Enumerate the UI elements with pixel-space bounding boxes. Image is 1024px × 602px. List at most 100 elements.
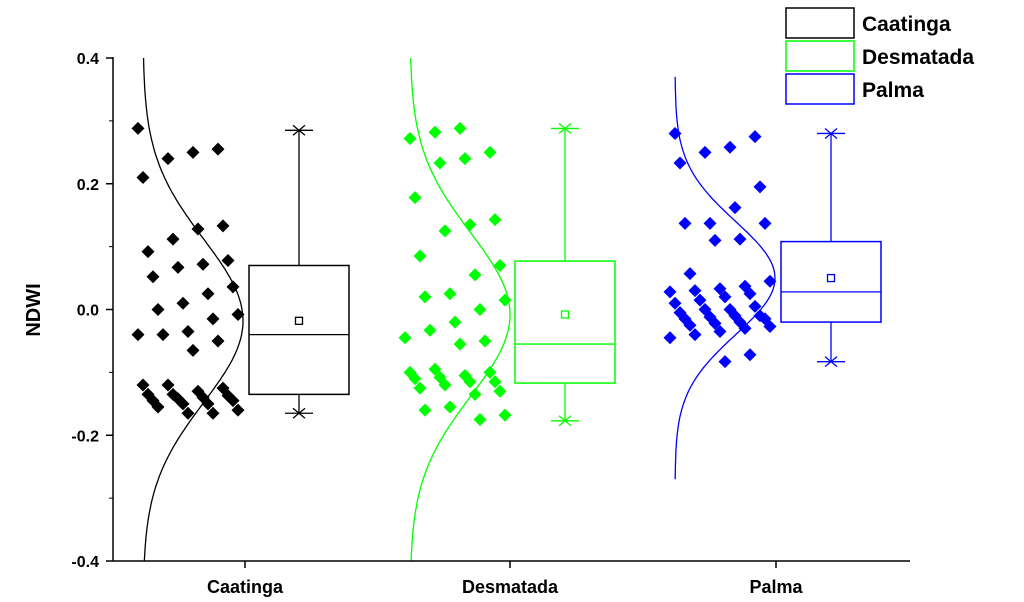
- whisker-cap-lower: [551, 415, 579, 427]
- data-point: [693, 293, 707, 307]
- normal-curve: [142, 58, 244, 562]
- data-point: [428, 362, 442, 376]
- normal-curve: [410, 57, 511, 562]
- data-point: [171, 260, 185, 274]
- data-point: [206, 312, 220, 326]
- data-point: [181, 325, 195, 339]
- data-point: [473, 303, 487, 316]
- x-ticks: Caatinga Desmatada Palma: [207, 561, 803, 597]
- data-point: [226, 280, 240, 294]
- data-point: [221, 253, 235, 267]
- normal-curve: [674, 76, 776, 480]
- whisker-cap-upper: [285, 124, 313, 136]
- data-point: [453, 121, 467, 135]
- data-point: [478, 334, 492, 348]
- data-point: [668, 126, 682, 140]
- data-point: [673, 156, 687, 170]
- data-point: [463, 218, 477, 232]
- data-point: [708, 316, 722, 330]
- data-point: [448, 315, 462, 329]
- data-point: [433, 156, 447, 170]
- y-tick-label: 0.0: [77, 303, 99, 320]
- data-point: [488, 213, 502, 227]
- data-point: [166, 232, 180, 246]
- data-point: [733, 232, 747, 246]
- data-point: [473, 413, 487, 427]
- data-point: [211, 142, 225, 156]
- data-point: [498, 408, 512, 422]
- data-point: [708, 233, 722, 247]
- data-point: [763, 274, 777, 288]
- data-point: [443, 400, 457, 414]
- data-point: [136, 378, 150, 392]
- data-point: [196, 257, 210, 271]
- y-tick-label: -0.2: [71, 428, 99, 445]
- series-palma: [663, 76, 882, 480]
- data-point: [176, 296, 190, 310]
- legend-label-desmatada: Desmatada: [862, 46, 974, 69]
- data-point: [201, 397, 215, 411]
- data-point: [186, 145, 200, 159]
- data-point: [131, 121, 145, 135]
- data-point: [753, 180, 767, 194]
- plot-area: [131, 57, 882, 562]
- legend-swatch-caatinga: [785, 7, 855, 39]
- data-point: [468, 268, 482, 282]
- data-point: [743, 287, 757, 301]
- data-point: [713, 325, 727, 339]
- data-point: [763, 319, 777, 333]
- data-point: [703, 216, 717, 230]
- data-point: [728, 201, 742, 215]
- data-point: [493, 258, 507, 272]
- y-tick-label: 0.2: [77, 177, 99, 194]
- box: [514, 260, 616, 384]
- series-desmatada: [398, 57, 616, 562]
- data-point: [418, 290, 432, 304]
- data-point: [718, 355, 732, 369]
- mean-marker: [560, 310, 570, 319]
- data-point: [483, 365, 497, 379]
- data-point: [713, 282, 727, 296]
- mean-marker: [826, 273, 836, 283]
- data-point: [663, 285, 677, 299]
- data-point: [718, 290, 732, 304]
- data-point: [668, 296, 682, 310]
- data-point: [463, 375, 477, 389]
- data-point: [408, 372, 422, 386]
- data-point: [156, 328, 170, 342]
- data-point: [423, 323, 437, 337]
- data-point: [688, 328, 702, 342]
- data-point: [211, 334, 225, 348]
- data-point: [181, 406, 195, 420]
- data-point: [151, 303, 165, 316]
- data-point: [663, 331, 677, 345]
- data-point: [151, 400, 165, 414]
- data-point: [403, 131, 417, 145]
- data-point: [488, 375, 502, 389]
- legend: Caatinga Desmatada Palma: [785, 7, 974, 105]
- data-point: [146, 270, 160, 284]
- x-tick-label: Desmatada: [462, 577, 559, 597]
- data-point: [723, 140, 737, 154]
- data-point: [483, 145, 497, 159]
- data-point: [216, 219, 230, 233]
- data-point: [176, 397, 190, 411]
- box: [248, 264, 350, 396]
- data-point: [231, 403, 245, 417]
- whisker-cap-upper: [551, 122, 579, 134]
- data-point: [201, 287, 215, 301]
- legend-label-caatinga: Caatinga: [862, 13, 951, 36]
- legend-swatch-palma: [785, 73, 855, 105]
- data-point: [161, 152, 175, 166]
- data-point: [413, 249, 427, 263]
- y-ticks: -0.4 -0.2 0.0 0.2 0.4: [71, 51, 113, 571]
- data-point: [738, 321, 752, 335]
- data-point: [438, 224, 452, 238]
- data-point: [758, 216, 772, 230]
- data-point: [743, 348, 757, 362]
- data-point: [458, 152, 472, 166]
- whisker-cap-lower: [817, 356, 845, 368]
- data-point: [438, 378, 452, 392]
- data-point: [131, 328, 145, 342]
